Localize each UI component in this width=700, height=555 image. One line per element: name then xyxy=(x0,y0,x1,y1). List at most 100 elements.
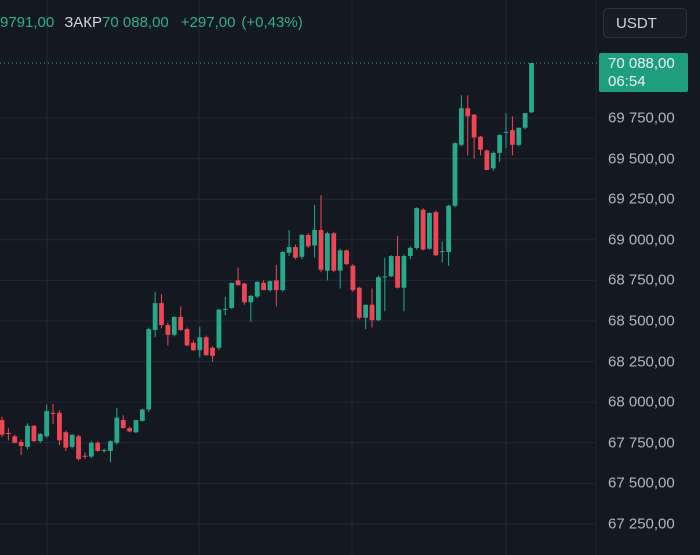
candle-up xyxy=(363,304,369,318)
candle-up xyxy=(37,433,43,442)
candle-down xyxy=(273,280,279,291)
price-tick-label: 69 000,00 xyxy=(608,231,675,249)
close-label: ЗАКР xyxy=(64,13,103,31)
candle-down xyxy=(465,108,471,117)
candle-up xyxy=(286,247,292,253)
candle-down xyxy=(478,136,483,150)
candle-up xyxy=(388,256,394,277)
candle-down xyxy=(261,282,266,291)
price-tick-label: 68 000,00 xyxy=(608,393,675,411)
candle-up xyxy=(324,233,330,271)
candle-up xyxy=(452,143,458,206)
candle-down xyxy=(120,420,126,429)
candle-up xyxy=(222,308,228,310)
close-value: 70 088,00 xyxy=(102,13,169,31)
candle-down xyxy=(31,425,37,442)
candle-up xyxy=(497,135,503,153)
candle-down xyxy=(471,114,477,138)
candle-down xyxy=(63,432,69,448)
price-tick-label: 67 750,00 xyxy=(608,434,675,452)
ohlc-header: 9791,00 ЗАКР 70 088,00 +297,00 (+0,43%) xyxy=(0,10,303,34)
candle-up xyxy=(376,277,381,321)
candle-down xyxy=(50,412,56,414)
candle-up xyxy=(133,420,139,433)
candle-up xyxy=(427,212,432,249)
price-tick-label: 68 750,00 xyxy=(608,271,675,289)
candle-up xyxy=(312,230,318,246)
candle-up xyxy=(299,234,305,257)
candle-up xyxy=(382,276,388,278)
candle-up xyxy=(529,63,534,113)
candle-down xyxy=(57,412,62,441)
candle-down xyxy=(12,436,18,443)
candle-countdown: 06:54 xyxy=(608,73,646,90)
candle-up xyxy=(171,316,177,335)
candle-up xyxy=(139,409,145,421)
currency-button[interactable]: USDT xyxy=(603,8,687,38)
candle-down xyxy=(0,420,5,435)
candle-up xyxy=(25,425,30,447)
candle-up xyxy=(248,295,254,303)
candle-up xyxy=(490,152,496,169)
candle-up xyxy=(152,303,158,330)
candle-down xyxy=(433,212,439,256)
prev-value: 9791,00 xyxy=(0,13,55,31)
candle-up xyxy=(108,441,113,451)
candle-down xyxy=(203,337,209,356)
candle-down xyxy=(420,209,426,250)
candle-down xyxy=(76,436,81,460)
change-percent: (+0,43%) xyxy=(241,13,303,31)
candle-up xyxy=(101,450,107,452)
candle-down xyxy=(356,287,362,318)
candle-down xyxy=(369,304,375,321)
price-tick-label: 68 250,00 xyxy=(608,353,675,371)
candle-down xyxy=(18,441,24,447)
candle-down xyxy=(293,247,298,258)
candle-down xyxy=(305,234,311,247)
price-tick-label: 69 750,00 xyxy=(608,109,675,127)
candle-up xyxy=(458,108,464,145)
candle-down xyxy=(484,150,490,170)
candle-up xyxy=(216,309,222,348)
change-value: +297,00 xyxy=(180,13,236,31)
candle-up xyxy=(503,131,509,133)
candle-up xyxy=(254,282,260,297)
candle-up xyxy=(146,329,152,410)
candle-down xyxy=(318,230,324,270)
candle-down xyxy=(242,283,247,303)
last-price-value: 70 088,00 xyxy=(608,55,675,72)
candle-down xyxy=(184,329,190,346)
candle-down xyxy=(127,428,132,432)
candle-down xyxy=(95,442,101,451)
candle-down xyxy=(350,265,356,291)
candle-down xyxy=(165,325,171,335)
price-tick-label: 67 250,00 xyxy=(608,515,675,533)
candle-up xyxy=(439,251,445,253)
candle-up xyxy=(414,208,420,248)
candle-up xyxy=(280,251,286,291)
candle-down xyxy=(395,256,400,288)
candle-down xyxy=(191,342,196,351)
candle-up xyxy=(114,417,120,443)
candle-down xyxy=(5,433,11,435)
price-tick-label: 69 500,00 xyxy=(608,150,675,168)
candle-up xyxy=(44,411,50,437)
candle-down xyxy=(159,303,164,326)
candle-up xyxy=(516,127,522,145)
last-price-label: 70 088,00 06:54 xyxy=(599,53,688,92)
candle-down xyxy=(344,250,349,265)
candle-up xyxy=(229,282,235,308)
candle-down xyxy=(82,455,88,457)
candle-up xyxy=(88,442,94,457)
candle-up xyxy=(69,434,75,447)
candle-up xyxy=(267,281,273,291)
candle-up xyxy=(446,205,451,252)
candle-up xyxy=(407,247,413,257)
candle-down xyxy=(178,316,184,330)
candle-down xyxy=(331,233,337,271)
candle-down xyxy=(210,347,215,356)
candle-up xyxy=(522,113,528,128)
candle-down xyxy=(235,280,241,286)
candle-down xyxy=(510,130,515,145)
